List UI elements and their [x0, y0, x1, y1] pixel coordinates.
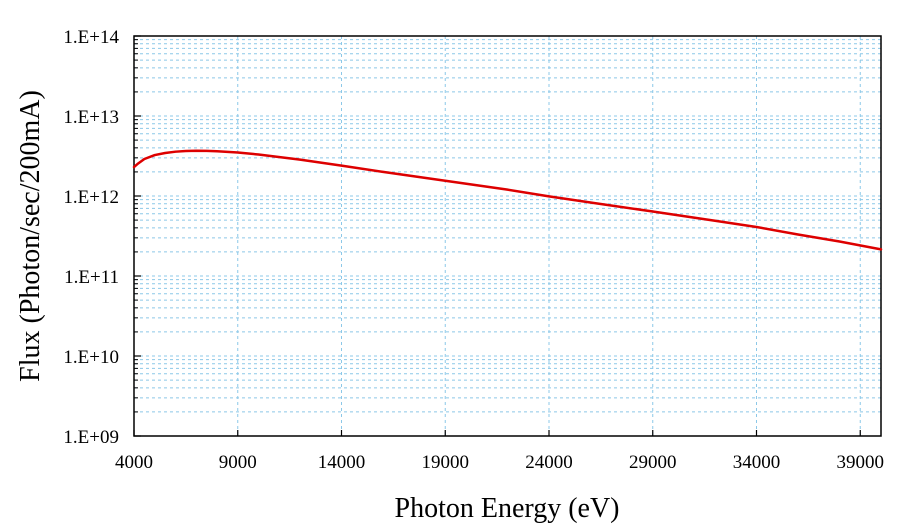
y-tick-label: 1.E+11: [64, 267, 119, 288]
y-axis-title: Flux (Photon/sec/200mA): [15, 90, 46, 382]
plot-frame: [133, 35, 882, 437]
x-tick-label: 9000: [219, 452, 257, 473]
y-tick-label: 1.E+09: [63, 427, 119, 448]
series-layer: [132, 149, 883, 251]
x-tick-label: 24000: [525, 452, 573, 473]
x-tick-label: 34000: [733, 452, 781, 473]
tick-layer: 4000 9000 14000 19000 24000 29000 34000 39000 1.…: [63, 27, 884, 473]
flux-series-line-0: [132, 149, 883, 251]
x-tick-label: 29000: [629, 452, 677, 473]
y-tick-label: 1.E+14: [63, 27, 119, 48]
x-axis-title: Photon Energy (eV): [395, 493, 620, 524]
y-tick-label: 1.E+12: [63, 187, 119, 208]
x-tick-label: 19000: [422, 452, 470, 473]
x-tick-label: 14000: [318, 452, 366, 473]
grid-layer: [134, 36, 881, 436]
x-tick-label: 39000: [837, 452, 885, 473]
y-tick-label: 1.E+10: [63, 347, 119, 368]
x-tick-label: 4000: [115, 452, 153, 473]
y-tick-label: 1.E+13: [63, 107, 119, 128]
